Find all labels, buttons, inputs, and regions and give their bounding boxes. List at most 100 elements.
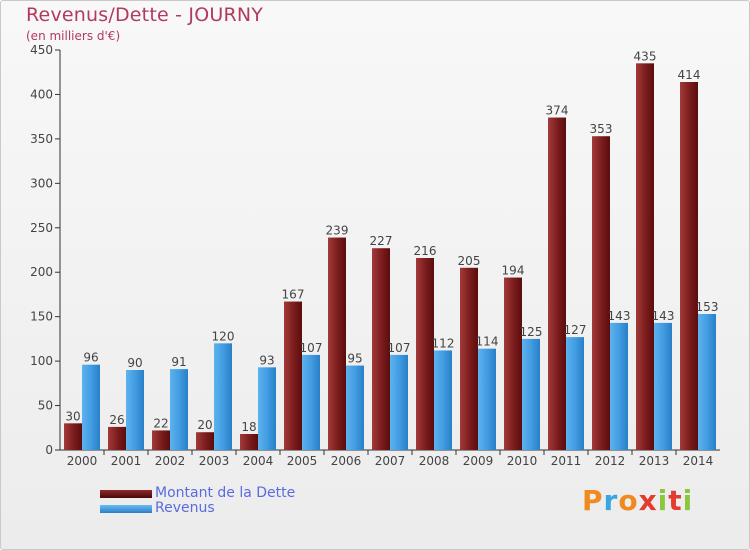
bar-dette	[328, 237, 346, 450]
bar-revenus	[698, 314, 716, 450]
bar-revenus	[214, 343, 232, 450]
data-label-revenus: 96	[83, 351, 98, 365]
x-tick-label: 2014	[683, 454, 714, 468]
x-tick-label: 2004	[243, 454, 274, 468]
bar-dette	[548, 117, 566, 451]
logo-letter: i	[682, 484, 694, 517]
bar-dette	[504, 277, 522, 450]
data-label-revenus: 90	[127, 356, 142, 370]
data-label-revenus: 107	[388, 341, 411, 355]
x-tick-label: 2011	[551, 454, 582, 468]
data-label-dette: 194	[502, 264, 525, 278]
y-tick-label: 150	[30, 310, 53, 324]
data-label-dette: 374	[546, 104, 569, 118]
bar-revenus	[82, 364, 100, 450]
bar-revenus	[302, 354, 320, 450]
bar-dette	[152, 430, 170, 450]
y-tick-label: 300	[30, 176, 53, 190]
x-tick-label: 2000	[67, 454, 98, 468]
legend-swatch-revenus	[100, 505, 152, 513]
bar-dette	[592, 136, 610, 450]
x-tick-label: 2007	[375, 454, 406, 468]
logo-letter: r	[603, 484, 619, 517]
x-tick-label: 2013	[639, 454, 670, 468]
proxiti-logo: Proxiti	[582, 484, 693, 517]
data-label-revenus: 153	[696, 300, 719, 314]
bar-dette	[460, 267, 478, 450]
bar-dette	[196, 432, 214, 450]
data-label-dette: 227	[370, 234, 393, 248]
bar-revenus	[654, 322, 672, 450]
data-label-dette: 18	[241, 420, 256, 434]
chart-title: Revenus/Dette - JOURNY	[26, 4, 264, 26]
y-tick-label: 200	[30, 265, 53, 279]
data-label-dette: 22	[153, 416, 168, 430]
logo-letter: i	[657, 484, 669, 517]
x-tick-label: 2001	[111, 454, 142, 468]
x-tick-label: 2010	[507, 454, 538, 468]
x-tick-label: 2005	[287, 454, 318, 468]
data-label-revenus: 91	[171, 355, 186, 369]
data-label-revenus: 107	[300, 341, 323, 355]
y-tick-label: 100	[30, 354, 53, 368]
logo-letter: t	[668, 484, 683, 517]
x-tick-label: 2002	[155, 454, 186, 468]
y-tick-label: 350	[30, 132, 53, 146]
bar-revenus	[434, 350, 452, 450]
bar-revenus	[258, 367, 276, 450]
data-label-revenus: 143	[608, 309, 631, 323]
data-label-revenus: 127	[564, 323, 587, 337]
bar-revenus	[346, 365, 364, 450]
bar-revenus	[478, 348, 496, 450]
data-label-revenus: 143	[652, 309, 675, 323]
bar-dette	[108, 426, 126, 450]
bar-revenus	[390, 354, 408, 450]
chart-subtitle: (en milliers d'€)	[26, 29, 121, 43]
y-tick-label: 50	[38, 399, 53, 413]
bar-dette	[636, 63, 654, 450]
y-tick-label: 400	[30, 87, 53, 101]
data-label-revenus: 93	[259, 353, 274, 367]
data-label-dette: 353	[590, 122, 613, 136]
y-tick-label: 250	[30, 221, 53, 235]
data-label-dette: 435	[634, 49, 657, 63]
x-tick-label: 2006	[331, 454, 362, 468]
bar-revenus	[566, 337, 584, 450]
bar-revenus	[522, 338, 540, 450]
data-label-dette: 205	[458, 254, 481, 268]
bar-dette	[284, 301, 302, 450]
bar-dette	[372, 248, 390, 450]
data-label-dette: 239	[326, 224, 349, 238]
x-tick-label: 2009	[463, 454, 494, 468]
bar-dette	[680, 82, 698, 450]
logo-letter: x	[638, 484, 658, 517]
data-label-dette: 167	[282, 288, 305, 302]
data-label-dette: 20	[197, 418, 212, 432]
logo-letter: o	[618, 484, 639, 517]
data-label-dette: 30	[65, 409, 80, 423]
bar-dette	[240, 434, 258, 450]
data-label-dette: 26	[109, 413, 124, 427]
data-label-dette: 216	[414, 244, 437, 258]
y-tick-label: 0	[45, 443, 53, 457]
y-tick-label: 450	[30, 43, 53, 57]
data-label-revenus: 95	[347, 352, 362, 366]
legend-label-revenus: Revenus	[155, 500, 215, 516]
data-label-revenus: 112	[432, 336, 455, 350]
bar-revenus	[126, 370, 144, 450]
legend-label-dette: Montant de la Dette	[155, 485, 296, 501]
x-tick-label: 2012	[595, 454, 626, 468]
bar-revenus	[610, 322, 628, 450]
x-tick-label: 2003	[199, 454, 230, 468]
data-label-revenus: 114	[476, 335, 499, 349]
bar-dette	[64, 423, 82, 450]
data-label-revenus: 125	[520, 325, 543, 339]
legend-swatch-dette	[100, 490, 152, 498]
logo-letter: P	[582, 484, 604, 517]
x-tick-label: 2008	[419, 454, 450, 468]
bar-dette	[416, 258, 434, 450]
bar-revenus	[170, 369, 188, 450]
data-label-dette: 414	[678, 68, 701, 82]
data-label-revenus: 120	[212, 329, 235, 343]
